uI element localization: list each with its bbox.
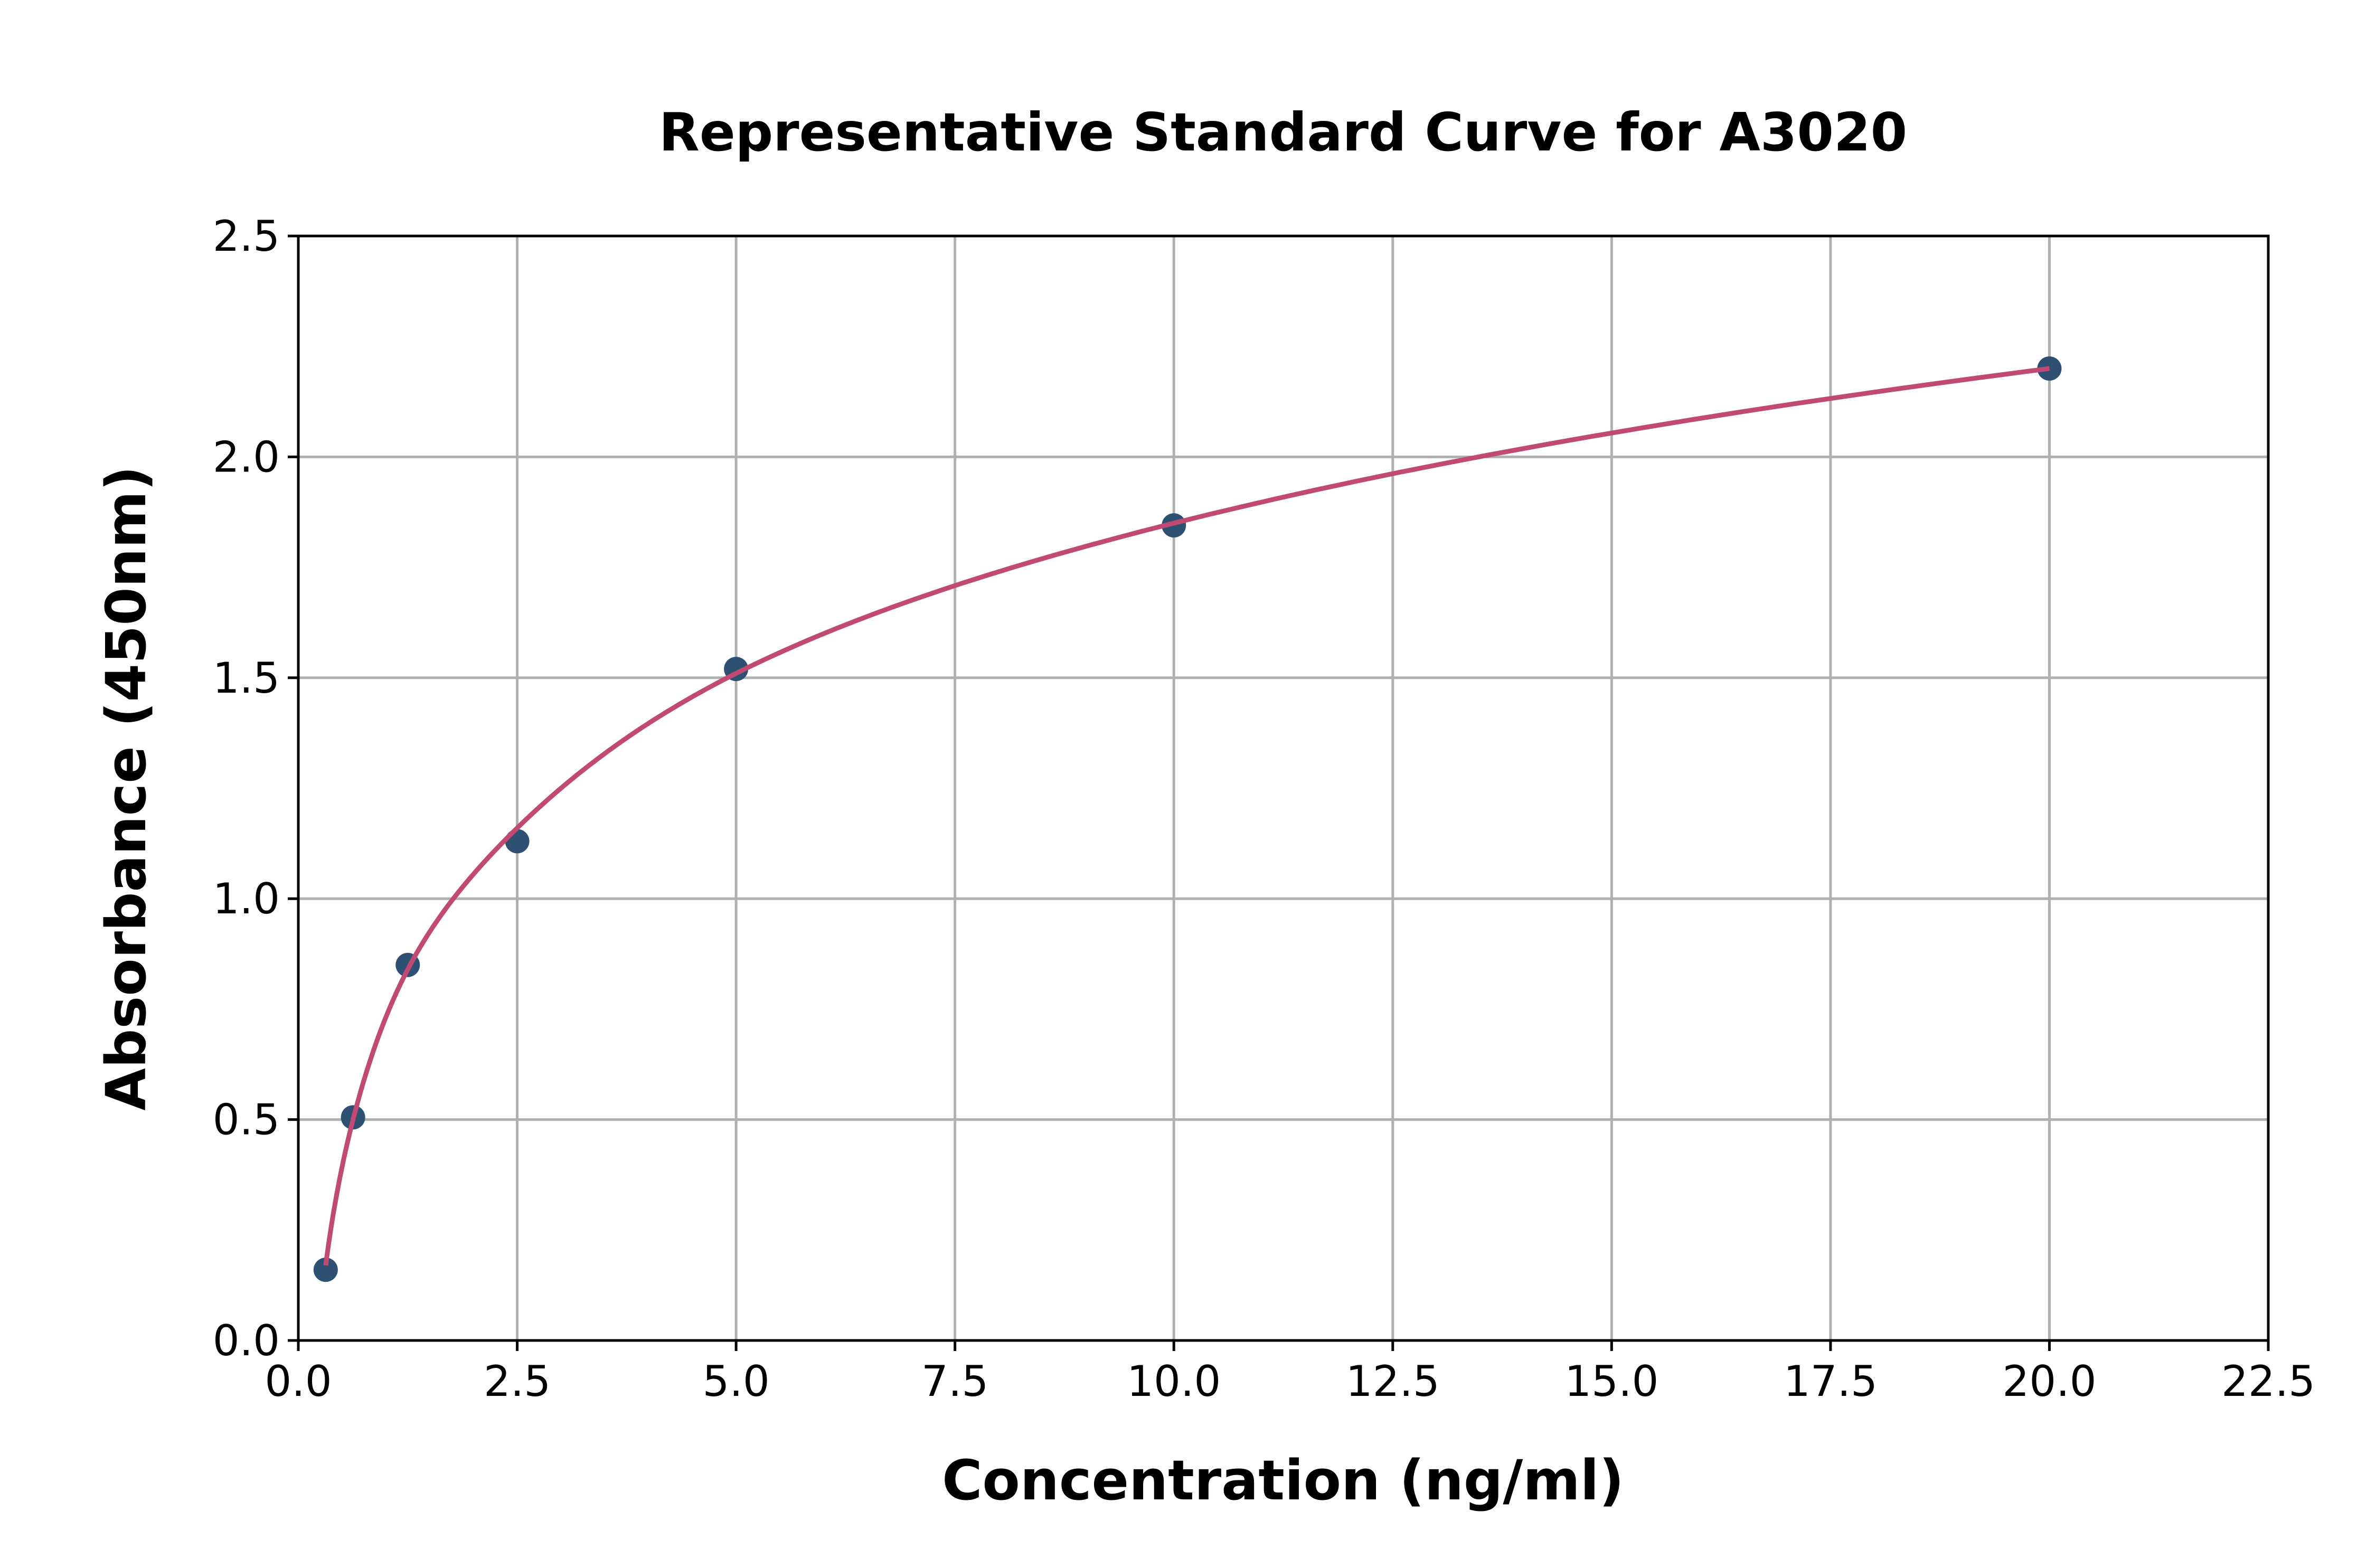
x-tick-label: 2.5: [484, 1357, 551, 1406]
x-tick-label: 5.0: [702, 1357, 769, 1406]
x-tick-label: 17.5: [1784, 1357, 1878, 1406]
data-point: [2037, 356, 2062, 381]
x-tick-label: 15.0: [1564, 1357, 1658, 1406]
data-point: [505, 829, 530, 854]
data-points: [313, 356, 2062, 1282]
y-tick-label: 0.0: [213, 1316, 280, 1365]
y-tick-label: 1.5: [213, 654, 280, 703]
plot-frame: [297, 234, 2270, 1342]
chart-title: Representative Standard Curve for A3020: [659, 101, 1907, 163]
y-tick-label: 0.5: [213, 1095, 280, 1145]
data-point: [313, 1258, 338, 1282]
x-tick-label: 0.0: [265, 1357, 332, 1406]
y-axis-ticks: 0.0 0.5 1.0 1.5 2.0 2.5: [213, 212, 298, 1365]
y-tick-label: 2.5: [213, 212, 280, 261]
x-tick-label: 22.5: [2221, 1357, 2315, 1406]
x-tick-label: 10.0: [1127, 1357, 1221, 1406]
fit-curve-group: [323, 366, 2050, 1266]
x-tick-label: 20.0: [2002, 1357, 2096, 1406]
y-tick-label: 2.0: [213, 432, 280, 481]
fit-curve-line: [323, 366, 2050, 1266]
y-axis-label: Absorbance (450nm): [94, 466, 158, 1110]
y-tick-label: 1.0: [213, 874, 280, 923]
grid-lines: [297, 234, 2270, 1342]
x-axis-label: Concentration (ng/ml): [942, 1448, 1624, 1513]
x-axis-ticks: 0.0 2.5 5.0 7.5 10.0 12.5 15.0 17.5 20.0 22.5: [265, 1340, 2315, 1406]
x-tick-label: 12.5: [1346, 1357, 1440, 1406]
x-tick-label: 7.5: [921, 1357, 988, 1406]
